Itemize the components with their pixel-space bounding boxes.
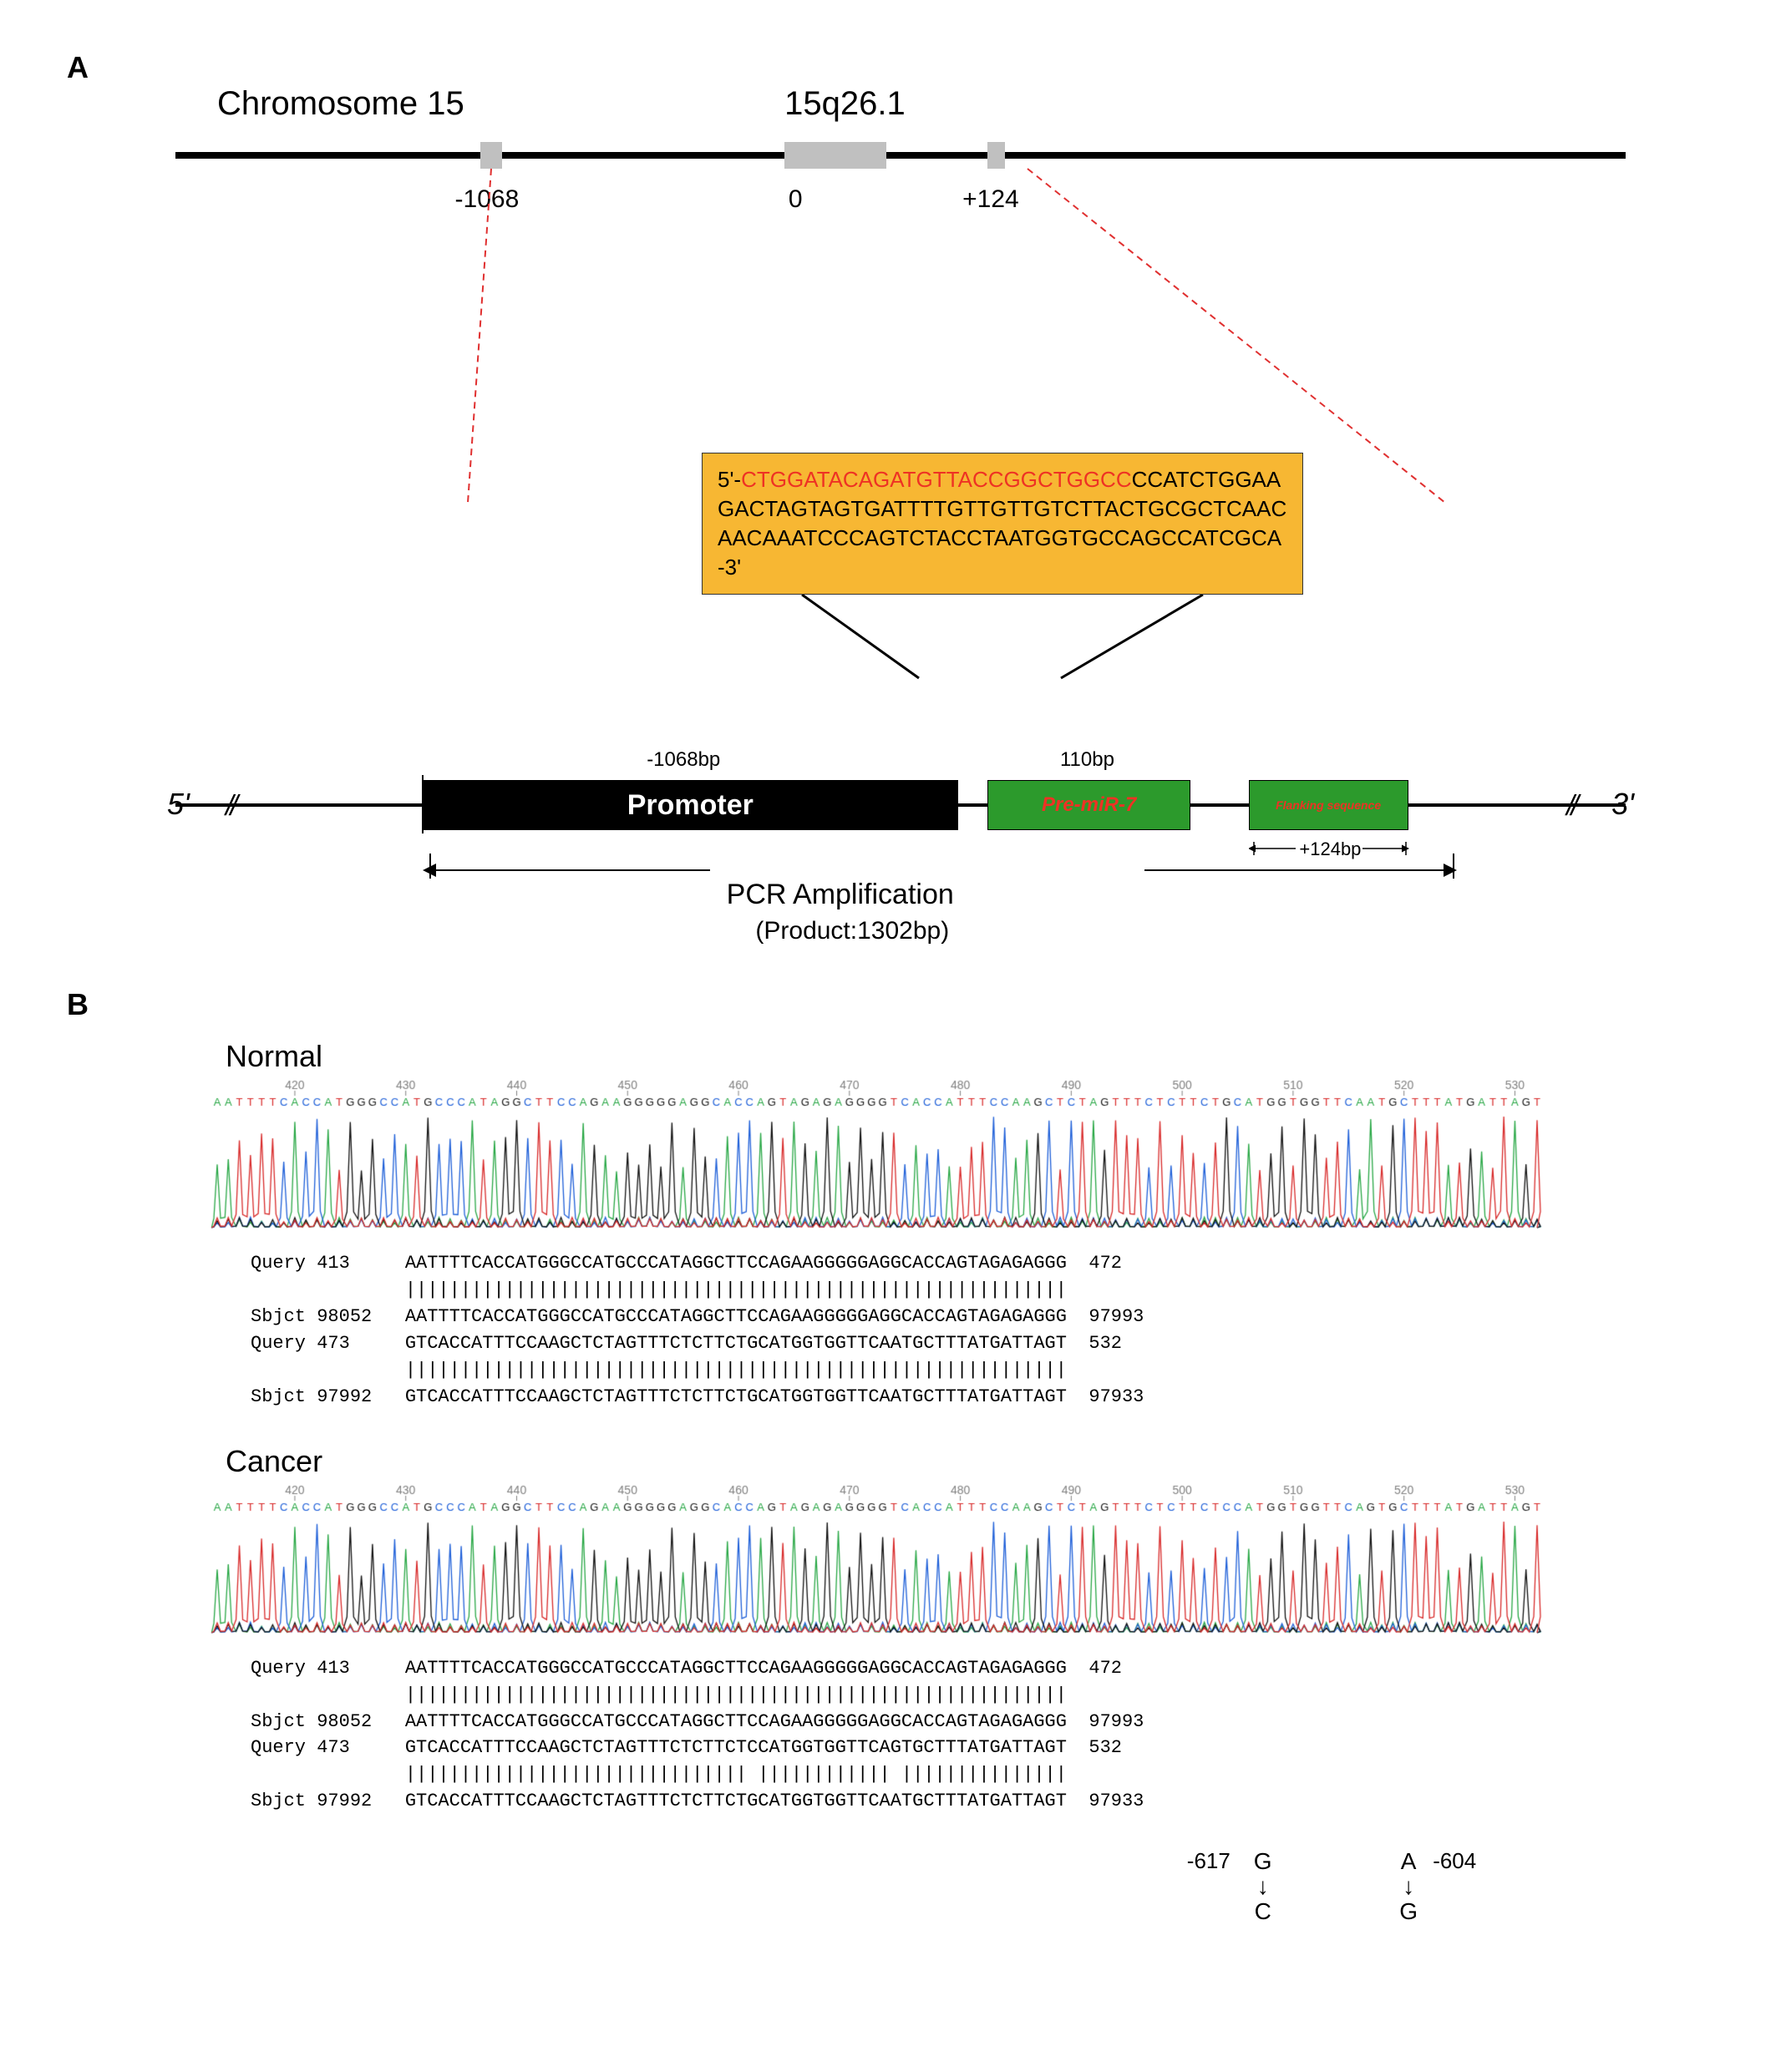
- pcr-label: PCR Amplification: [727, 879, 954, 911]
- mutation-from: G: [1254, 1848, 1272, 1875]
- mutation-column: G ↓ C: [1254, 1848, 1272, 1925]
- chromatogram-normal: Normal Query 413 AATTTTCACCATGGGCCATGCCC…: [209, 1039, 1709, 1410]
- mutation-column: A ↓ G: [1399, 1848, 1418, 1925]
- chromosome-ideogram: Chromosome 15 15q26.1 -10680+124: [175, 102, 1626, 236]
- seq-connectors: [702, 595, 1337, 686]
- promoter-box: Promoter: [422, 780, 958, 830]
- normal-trace: [209, 1079, 1545, 1238]
- panel-b: B Normal Query 413 AATTTTCACCATGGGCCATGC…: [67, 987, 1709, 1957]
- pcr-product: (Product:1302bp): [755, 917, 949, 945]
- five-prime-label: 5': [167, 787, 190, 822]
- mutations: G ↓ C -617 A ↓ G -604: [209, 1848, 1709, 1957]
- cancer-trace: [209, 1484, 1545, 1643]
- mutation-to: C: [1254, 1898, 1272, 1925]
- arrow-down-icon: ↓: [1254, 1875, 1272, 1898]
- premir-length-label: 110bp: [1060, 748, 1114, 772]
- chromosome-title: Chromosome 15: [217, 85, 464, 123]
- seq-suffix: -3': [718, 555, 741, 580]
- mutation-pos-label: -617: [1187, 1848, 1231, 1874]
- break-left: //: [226, 790, 235, 823]
- break-right: //: [1566, 790, 1576, 823]
- promoter-length-label: -1068bp: [647, 748, 720, 772]
- normal-alignment: Query 413 AATTTTCACCATGGGCCATGCCCATAGGCT…: [251, 1250, 1709, 1410]
- panel-b-label: B: [67, 987, 1709, 1022]
- mutation-pos-label: -604: [1433, 1848, 1476, 1874]
- three-prime-label: 3': [1611, 787, 1634, 822]
- chromatogram-cancer: Cancer Query 413 AATTTTCACCATGGGCCATGCCC…: [209, 1444, 1709, 1815]
- mutation-to: G: [1399, 1898, 1418, 1925]
- locus-label: 15q26.1: [784, 85, 906, 123]
- flank-box: Flanking sequence: [1249, 780, 1408, 830]
- arrow-down-icon: ↓: [1399, 1875, 1418, 1898]
- gene-construct: 5' 3' // // Promoter Pre-miR-7 Flanking …: [175, 703, 1626, 920]
- pre-mir-box: Pre-miR-7: [987, 780, 1190, 830]
- cancer-title: Cancer: [226, 1444, 1709, 1479]
- cancer-alignment: Query 413 AATTTTCACCATGGGCCATGCCCATAGGCT…: [251, 1655, 1709, 1815]
- panel-a: A Chromosome 15 15q26.1 -10680+124 5'-CT…: [67, 50, 1709, 920]
- panel-a-label: A: [67, 50, 1709, 85]
- callout-lines: [175, 152, 1679, 511]
- mutation-from: A: [1399, 1848, 1418, 1875]
- normal-title: Normal: [226, 1039, 1709, 1074]
